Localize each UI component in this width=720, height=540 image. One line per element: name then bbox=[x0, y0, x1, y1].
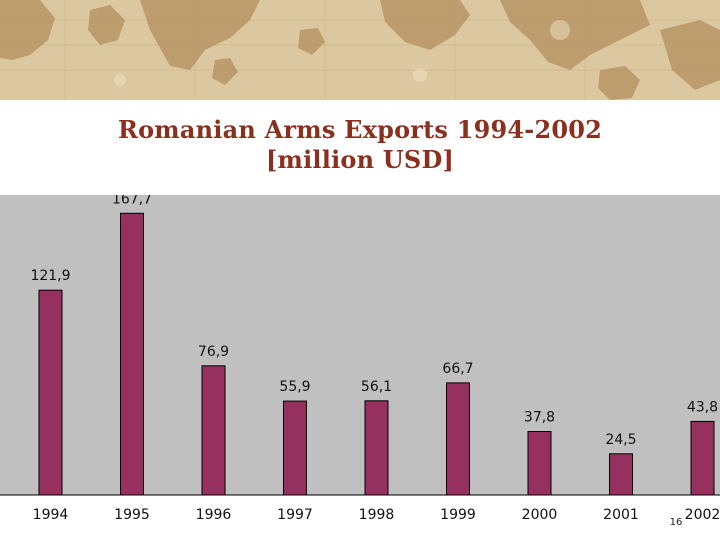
bar-1994 bbox=[38, 289, 63, 496]
data-label-1995: 167,7 bbox=[112, 195, 152, 207]
x-tick-label-1999: 1999 bbox=[440, 507, 476, 523]
bar-1996 bbox=[201, 365, 226, 496]
chart-title-area: Romanian Arms Exports 1994-2002 [million… bbox=[0, 100, 720, 195]
world-map-banner bbox=[0, 0, 720, 100]
bar-1995 bbox=[120, 212, 144, 496]
x-tick-label-2001: 2001 bbox=[603, 507, 639, 523]
bar-1998 bbox=[364, 400, 389, 496]
x-tick-label-1995: 1995 bbox=[114, 507, 150, 523]
x-tick-label-1994: 1994 bbox=[33, 507, 69, 523]
data-label-2001: 24,5 bbox=[605, 432, 636, 448]
plot-area bbox=[0, 195, 720, 495]
data-label-1998: 56,1 bbox=[361, 379, 392, 395]
data-label-1999: 66,7 bbox=[442, 361, 473, 377]
data-label-1996: 76,9 bbox=[198, 344, 229, 360]
data-labels: 121,9 167,7 76,9 55,9 56,1 66,7 37,8 24,5 43,8 bbox=[30, 195, 718, 448]
world-map-graphic bbox=[0, 0, 720, 100]
chart-subtitle: [million USD] bbox=[265, 145, 455, 174]
bar-1999 bbox=[446, 382, 470, 496]
x-tick-label-1997: 1997 bbox=[277, 507, 313, 523]
data-label-1997: 55,9 bbox=[279, 379, 310, 395]
bar-2002 bbox=[690, 420, 715, 496]
bar-2001 bbox=[609, 453, 633, 496]
slide-number: 16 bbox=[669, 517, 683, 528]
x-tick-label-1996: 1996 bbox=[196, 507, 232, 523]
data-label-2000: 37,8 bbox=[524, 410, 555, 426]
x-tick-label-1998: 1998 bbox=[359, 507, 395, 523]
chart-title: Romanian Arms Exports 1994-2002 bbox=[117, 115, 603, 144]
x-tick-label-2000: 2000 bbox=[522, 507, 558, 523]
bar-1997 bbox=[283, 400, 307, 496]
data-label-1994: 121,9 bbox=[30, 268, 70, 284]
bar-chart: 121,9 167,7 76,9 55,9 56,1 66,7 37,8 24,5 43,8 1… bbox=[0, 195, 720, 523]
x-tick-label-2002: 2002 bbox=[685, 507, 720, 523]
data-label-2002: 43,8 bbox=[687, 399, 718, 415]
chart-area: 121,9 167,7 76,9 55,9 56,1 66,7 37,8 24,5 43,8 1… bbox=[0, 195, 720, 540]
x-axis-tick-labels: 1994 1995 1996 1997 1998 1999 2000 2001 2002 bbox=[33, 507, 720, 523]
bar-2000 bbox=[527, 431, 552, 496]
